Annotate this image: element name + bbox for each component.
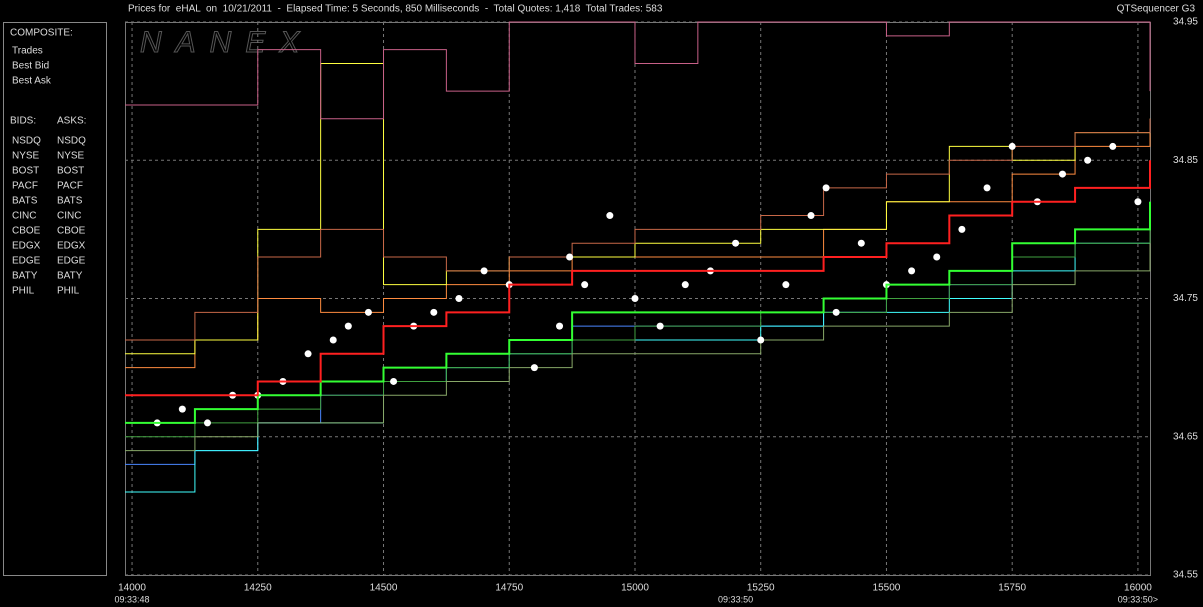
legend-bid-entry: PACF xyxy=(12,181,38,192)
trade-dot xyxy=(1084,156,1092,164)
trade-dot xyxy=(1109,142,1117,150)
watermark: NANEX xyxy=(140,26,313,59)
x-tick-label: 15250 xyxy=(747,583,775,594)
legend-ask-entry: PHIL xyxy=(57,286,80,297)
y-tick-label: 34.95 xyxy=(1173,17,1198,28)
legend-ask-entry: BATY xyxy=(57,271,83,282)
legend-panel xyxy=(3,22,107,576)
trade-dot xyxy=(933,253,941,261)
trade-dot xyxy=(908,267,916,275)
trade-dot xyxy=(455,295,463,302)
legend-bid-entry: EDGX xyxy=(12,241,41,252)
trade-dot xyxy=(857,239,865,247)
trade-dot xyxy=(364,308,372,316)
trade-dot xyxy=(178,405,186,413)
trade-dot xyxy=(390,377,398,385)
trade-dot xyxy=(832,308,840,316)
legend-ask-entry: BOST xyxy=(57,166,84,177)
legend-bid-entry: NSDQ xyxy=(12,136,41,147)
legend-bid-entry: NYSE xyxy=(12,151,40,162)
x-tick-label: 15000 xyxy=(621,583,649,594)
trade-dot xyxy=(782,281,790,289)
trade-dot xyxy=(983,184,991,192)
legend-ask-entry: PACF xyxy=(57,181,83,192)
x-tick-label: 16000 xyxy=(1124,583,1152,594)
trade-dot xyxy=(530,364,538,372)
exchange-bid-line xyxy=(125,243,1151,452)
x-tick-label: 14250 xyxy=(244,583,272,594)
legend-ask-entry: EDGE xyxy=(57,256,86,267)
legend-bid-entry: EDGE xyxy=(12,256,41,267)
legend-bid-entry: CBOE xyxy=(12,226,41,237)
time-label: 09:33:48 xyxy=(115,594,150,604)
trade-dot xyxy=(631,295,639,302)
chart-subtitle: QTSequencer G3 xyxy=(1117,4,1196,15)
x-tick-label: 14000 xyxy=(118,583,146,594)
legend-bid-entry: BATS xyxy=(12,196,38,207)
composite-line xyxy=(125,201,1151,424)
legend-title: COMPOSITE: xyxy=(10,28,73,39)
trade-dot xyxy=(344,322,352,330)
trade-dot xyxy=(480,267,488,275)
x-tick-label: 14750 xyxy=(495,583,523,594)
trade-dot xyxy=(1058,170,1066,178)
legend-ask-entry: EDGX xyxy=(57,241,86,252)
legend-entry: Best Ask xyxy=(12,76,52,87)
composite-line xyxy=(125,160,1151,397)
legend-ask-entry: BATS xyxy=(57,196,83,207)
trade-dot xyxy=(430,308,438,316)
trade-dot xyxy=(304,350,312,358)
legend-ask-entry: CINC xyxy=(57,211,81,222)
x-tick-label: 14500 xyxy=(370,583,398,594)
y-tick-label: 34.85 xyxy=(1173,155,1198,166)
trade-dot xyxy=(1008,142,1016,150)
trade-dot xyxy=(732,239,740,247)
trade-dot xyxy=(807,212,815,220)
exchange-ask-line xyxy=(125,21,1151,120)
legend-ask-entry: NYSE xyxy=(57,151,85,162)
trade-dot xyxy=(757,336,765,344)
trade-dot xyxy=(656,322,664,330)
trade-dot xyxy=(581,281,589,289)
legend-bid-entry: BATY xyxy=(12,271,38,282)
asks-title: ASKS: xyxy=(57,116,86,127)
trade-dot xyxy=(329,336,337,344)
legend-bid-entry: BOST xyxy=(12,166,39,177)
chart-title: Prices for eHAL on 10/21/2011 - Elapsed … xyxy=(128,4,663,15)
legend-entry: Trades xyxy=(12,46,43,57)
trade-dot xyxy=(822,184,830,192)
time-label: 09:33:50 xyxy=(718,594,753,604)
time-label: 09:33:50> xyxy=(1118,594,1158,604)
legend-entry: Best Bid xyxy=(12,61,49,72)
x-tick-label: 15750 xyxy=(998,583,1026,594)
trade-dot xyxy=(1134,198,1142,206)
y-tick-label: 34.55 xyxy=(1173,570,1198,581)
trade-dot xyxy=(556,322,564,330)
legend-ask-entry: NSDQ xyxy=(57,136,86,147)
trade-dot xyxy=(958,225,966,233)
y-tick-label: 34.65 xyxy=(1173,431,1198,442)
x-tick-label: 15500 xyxy=(873,583,901,594)
legend-ask-entry: CBOE xyxy=(57,226,86,237)
bids-title: BIDS: xyxy=(10,116,36,127)
trade-dot xyxy=(566,253,574,261)
y-tick-label: 34.75 xyxy=(1173,293,1198,304)
legend-bid-entry: CINC xyxy=(12,211,36,222)
legend-bid-entry: PHIL xyxy=(12,286,35,297)
exchange-ask-line xyxy=(125,118,1151,341)
trade-dot xyxy=(681,281,689,289)
trade-dot xyxy=(203,419,211,427)
trade-dot xyxy=(606,212,614,220)
